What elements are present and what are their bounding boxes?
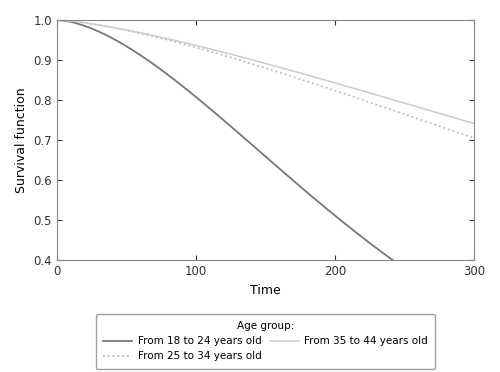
Legend: From 18 to 24 years old, From 25 to 34 years old, From 35 to 44 years old: From 18 to 24 years old, From 25 to 34 y… xyxy=(96,314,435,369)
X-axis label: Time: Time xyxy=(250,284,281,297)
Y-axis label: Survival function: Survival function xyxy=(15,87,28,193)
